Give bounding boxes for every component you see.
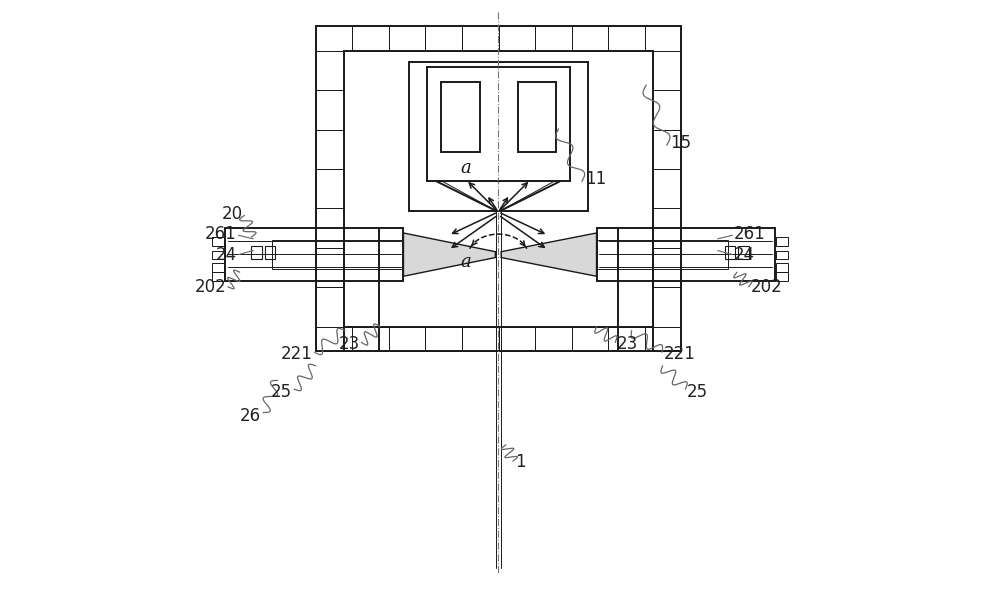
Bar (316, 248, 344, 287)
Text: 261: 261 (734, 225, 766, 243)
Bar (776, 251, 788, 259)
Bar (352, 26, 389, 51)
Bar (389, 26, 425, 51)
Bar (316, 130, 344, 169)
Bar (316, 327, 352, 351)
Bar (389, 327, 425, 351)
Text: 221: 221 (281, 345, 313, 363)
Text: a: a (461, 159, 471, 177)
Bar (499, 327, 535, 351)
Bar (316, 169, 344, 208)
Bar (725, 246, 735, 259)
Bar (265, 246, 275, 259)
Bar (272, 240, 403, 269)
Bar (316, 26, 681, 351)
Text: 23: 23 (617, 335, 638, 353)
Text: 24: 24 (216, 245, 237, 264)
Bar (597, 228, 775, 281)
Text: 202: 202 (194, 278, 226, 296)
Text: 11: 11 (585, 170, 606, 187)
Bar (499, 26, 535, 51)
Polygon shape (501, 233, 597, 276)
Bar (645, 327, 681, 351)
Bar (441, 82, 480, 152)
Polygon shape (403, 233, 495, 276)
Bar (425, 26, 462, 51)
Bar (653, 169, 681, 208)
Text: 25: 25 (271, 383, 292, 401)
Bar (462, 26, 499, 51)
Bar (572, 26, 608, 51)
Text: 261: 261 (205, 225, 237, 243)
Bar (352, 327, 389, 351)
Text: 1: 1 (515, 453, 525, 471)
Bar (225, 228, 403, 281)
Bar (316, 90, 344, 130)
Bar (776, 237, 788, 246)
Bar (425, 327, 462, 351)
Bar (212, 263, 224, 272)
Bar (738, 246, 749, 259)
Bar (344, 51, 653, 327)
Text: a: a (461, 253, 471, 271)
Bar (535, 327, 572, 351)
Bar (572, 327, 608, 351)
Bar (597, 240, 728, 269)
Bar (212, 251, 224, 259)
Bar (608, 327, 645, 351)
Text: 20: 20 (221, 205, 243, 223)
Bar (316, 26, 352, 51)
Bar (535, 26, 572, 51)
Bar (427, 67, 570, 181)
Bar (776, 263, 788, 272)
Text: 24: 24 (734, 245, 755, 264)
Text: 221: 221 (664, 345, 696, 363)
Bar (653, 130, 681, 169)
Bar (212, 272, 224, 281)
Bar (653, 287, 681, 327)
Bar (462, 327, 499, 351)
Text: 26: 26 (240, 407, 261, 424)
Bar (316, 287, 344, 327)
Bar (316, 208, 344, 248)
Bar (608, 26, 645, 51)
Bar (653, 51, 681, 90)
Bar (653, 248, 681, 287)
Bar (409, 61, 588, 211)
Text: 23: 23 (338, 335, 360, 353)
Text: 15: 15 (670, 134, 691, 152)
Bar (212, 237, 224, 246)
Bar (653, 90, 681, 130)
Text: 25: 25 (687, 383, 708, 401)
Bar (518, 82, 556, 152)
Text: 202: 202 (750, 278, 782, 296)
Bar (776, 272, 788, 281)
Bar (645, 26, 681, 51)
Bar (653, 208, 681, 248)
Bar (251, 246, 262, 259)
Bar (316, 51, 344, 90)
